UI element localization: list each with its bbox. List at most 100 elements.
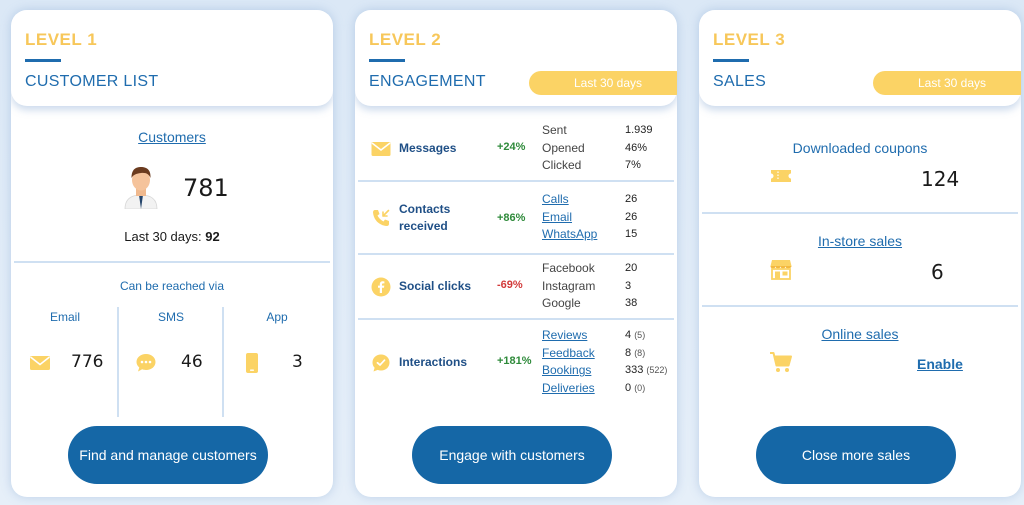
envelope-icon	[371, 142, 391, 156]
metric-value: 4	[625, 329, 632, 341]
metric-name: Facebook	[542, 261, 595, 275]
card-title: ENGAGEMENT	[369, 73, 486, 90]
metric-values-social: 20 3 38	[625, 260, 637, 313]
last-30-days-label: Last 30 days:	[124, 229, 202, 244]
card-header: LEVEL 1 CUSTOMER LIST	[11, 10, 333, 106]
card-header: LEVEL 3 SALES Last 30 days	[699, 10, 1021, 106]
metric-value: 8	[625, 346, 632, 359]
phone-icon	[246, 353, 258, 373]
metric-names-contacts: Calls Email WhatsApp	[542, 191, 597, 244]
metric-names-social: Facebook Instagram Google	[542, 260, 595, 313]
level-label: LEVEL 3	[713, 30, 786, 49]
metric-value: 3	[625, 279, 632, 292]
channel-label-email: Email	[49, 310, 80, 324]
card-title: SALES	[713, 73, 767, 90]
level-underline	[25, 59, 61, 62]
incoming-call-icon	[373, 209, 390, 226]
row-change-messages: +24%	[497, 141, 526, 153]
online-sales-link[interactable]: Online sales	[821, 326, 899, 342]
metric-name: Google	[542, 296, 581, 311]
email-link[interactable]: Email	[542, 209, 573, 224]
downloaded-coupons-title: Downloaded coupons	[792, 140, 928, 156]
channel-label-app: App	[266, 310, 288, 324]
metric-name: Opened	[542, 140, 585, 155]
metric-total: (8)	[634, 347, 646, 358]
channel-divider	[117, 307, 119, 417]
customer-list-card: LEVEL 1 CUSTOMER LIST Customers 781 Last…	[11, 10, 333, 497]
channel-value-app: 3	[292, 352, 303, 372]
close-more-sales-button[interactable]: Close more sales	[756, 426, 956, 484]
last-30-days: Last 30 days: 92	[11, 229, 333, 244]
enable-online-sales-link[interactable]: Enable	[917, 356, 963, 372]
channel-divider	[222, 307, 224, 417]
metric-value: 7%	[625, 159, 641, 172]
customer-avatar-icon	[124, 167, 158, 209]
reach-label: Can be reached via	[119, 279, 225, 293]
metric-value: 1.939	[625, 124, 653, 136]
period-badge[interactable]: Last 30 days	[529, 71, 677, 95]
level-label: LEVEL 2	[369, 30, 442, 49]
row-change-social: -69%	[497, 279, 523, 291]
deliveries-link[interactable]: Deliveries	[542, 381, 595, 396]
metric-name: Sent	[542, 123, 567, 137]
metric-value: 15	[625, 228, 638, 241]
metric-total: (522)	[646, 365, 668, 376]
row-label-contacts-received: Contacts received	[399, 202, 451, 233]
chat-bubble-icon	[136, 354, 156, 372]
cart-icon	[770, 352, 792, 372]
in-store-sales-title-wrap: In-store sales	[699, 233, 1021, 249]
ticket-icon	[771, 170, 791, 182]
metric-names-interactions: Reviews Feedback Bookings Deliveries	[542, 327, 595, 398]
metric-values-messages: 1.939 46% 7%	[625, 122, 653, 175]
reviews-link[interactable]: Reviews	[542, 328, 588, 342]
sales-card: LEVEL 3 SALES Last 30 days Downloaded co…	[699, 10, 1021, 497]
card-header: LEVEL 2 ENGAGEMENT Last 30 days	[355, 10, 677, 106]
level-label: LEVEL 1	[25, 30, 98, 49]
channel-value-email: 776	[71, 352, 104, 372]
metric-value: 26	[625, 210, 638, 223]
facebook-icon	[371, 277, 391, 297]
metric-value: 333	[625, 364, 644, 377]
customers-link[interactable]: Customers	[138, 129, 206, 145]
feedback-link[interactable]: Feedback	[542, 345, 595, 360]
section-divider	[702, 305, 1018, 307]
channel-label-sms: SMS	[157, 310, 184, 324]
metric-total: (0)	[634, 383, 646, 394]
downloaded-coupons-value: 124	[921, 167, 960, 191]
channel-value-sms: 46	[181, 352, 203, 372]
metric-value: 20	[625, 262, 638, 274]
level-underline	[713, 59, 749, 62]
find-manage-customers-button[interactable]: Find and manage customers	[68, 426, 268, 484]
in-store-sales-value: 6	[931, 260, 944, 284]
calls-link[interactable]: Calls	[542, 192, 569, 206]
section-divider	[14, 261, 330, 263]
customer-count: 781	[183, 174, 229, 202]
row-label-social-clicks: Social clicks	[399, 279, 472, 293]
metric-value: 0	[625, 382, 632, 395]
metric-value: 26	[625, 193, 638, 205]
section-divider	[702, 212, 1018, 214]
last-30-days-value: 92	[205, 229, 220, 244]
metric-values-contacts: 26 26 15	[625, 191, 637, 244]
row-divider	[358, 180, 674, 182]
store-icon	[770, 260, 792, 280]
online-sales-title-wrap: Online sales	[699, 326, 1021, 342]
row-label-messages: Messages	[399, 141, 457, 155]
row-change-interactions: +181%	[497, 355, 532, 367]
period-badge[interactable]: Last 30 days	[873, 71, 1021, 95]
whatsapp-link[interactable]: WhatsApp	[542, 227, 598, 242]
customers-link-wrap: Customers	[11, 129, 333, 145]
metric-name: Clicked	[542, 158, 582, 173]
row-change-contacts: +86%	[497, 212, 526, 224]
metric-value: 46%	[625, 141, 648, 154]
in-store-sales-link[interactable]: In-store sales	[817, 233, 903, 249]
envelope-icon	[30, 356, 50, 370]
metric-names-messages: Sent Opened Clicked	[542, 122, 585, 175]
chat-dots-icon	[372, 354, 390, 372]
level-underline	[369, 59, 405, 62]
engage-customers-button[interactable]: Engage with customers	[412, 426, 612, 484]
row-divider	[358, 253, 674, 255]
bookings-link[interactable]: Bookings	[542, 363, 592, 378]
metric-total: (5)	[634, 330, 646, 340]
metric-values-interactions: 4 (5) 8 (8) 333 (522) 0 (0)	[625, 327, 667, 398]
